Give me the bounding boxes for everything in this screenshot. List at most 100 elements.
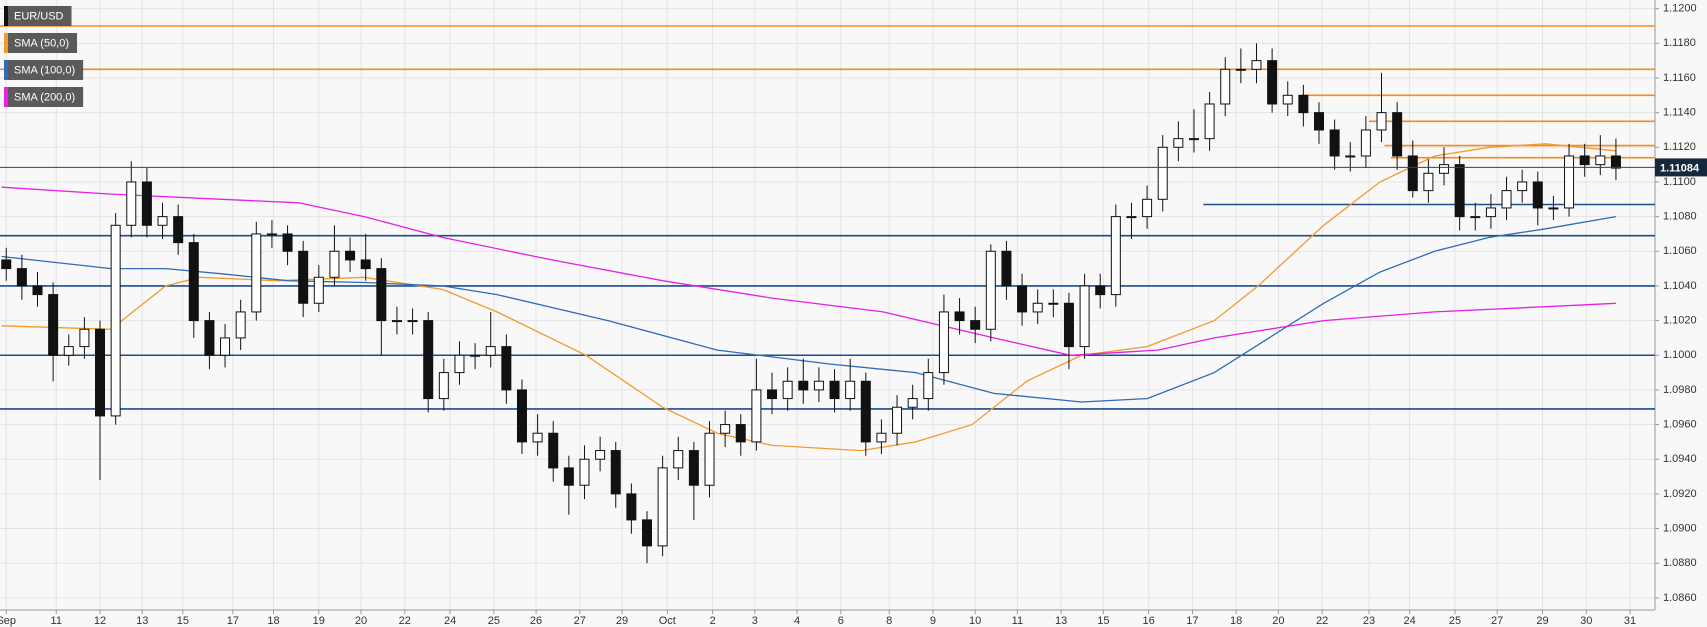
x-tick-label: 25 <box>1449 615 1461 627</box>
candle-body <box>1329 129 1340 157</box>
candle-body <box>1360 129 1371 157</box>
candle-body <box>345 250 356 261</box>
candle-body <box>688 450 699 486</box>
candle-body <box>751 389 762 443</box>
candle-body <box>907 398 918 408</box>
candle-body <box>610 450 621 495</box>
legend-box <box>4 87 84 107</box>
x-tick-label: 20 <box>355 615 367 627</box>
candle-body <box>1017 285 1028 313</box>
legend-label: SMA (200,0) <box>14 91 75 103</box>
candle-body <box>188 242 199 322</box>
y-tick-label: 1.1180 <box>1663 37 1696 49</box>
x-tick-label: 2 <box>710 615 716 627</box>
legend-label: SMA (100,0) <box>14 64 75 76</box>
candle-body <box>1063 302 1074 348</box>
candle-body <box>48 294 59 356</box>
candle-body <box>892 406 903 434</box>
x-tick-label: 12 <box>94 615 106 627</box>
candle-body <box>595 450 606 460</box>
candle-body <box>1001 250 1012 287</box>
candle-body <box>110 224 121 417</box>
candle-body <box>1470 216 1481 219</box>
last-price-box <box>1655 158 1707 177</box>
sma-line <box>1 143 1616 452</box>
candle-body <box>1032 302 1043 313</box>
x-tick-label: 17 <box>227 615 239 627</box>
candle-body <box>985 250 996 330</box>
candle-body <box>1142 198 1153 218</box>
candle-body <box>454 354 465 374</box>
x-tick-label: 18 <box>1230 615 1242 627</box>
candle-body <box>173 216 184 244</box>
candle-body <box>548 432 559 469</box>
candle-body <box>360 259 371 270</box>
y-tick-label: 1.1100 <box>1663 176 1696 188</box>
x-tick-label: 31 <box>1624 615 1636 627</box>
x-tick-label: 11 <box>1012 615 1023 627</box>
candle-body <box>376 268 387 322</box>
x-tick-label: 10 <box>969 615 981 627</box>
candle-body <box>1313 112 1324 131</box>
candle-body <box>1204 103 1215 140</box>
candle-body <box>1454 164 1465 218</box>
candle-body <box>1485 207 1496 218</box>
candle-body <box>1188 138 1199 141</box>
y-tick-label: 1.1040 <box>1663 280 1697 292</box>
x-tick-label: 11 <box>51 615 62 627</box>
candle-body <box>735 424 746 443</box>
legend-item: SMA (50,0) <box>4 33 78 53</box>
x-tick-label: 6 <box>838 615 844 627</box>
candle-body <box>63 346 74 356</box>
candle-body <box>1110 216 1121 296</box>
candle-body <box>626 493 637 521</box>
x-tick-label: 20 <box>1272 615 1284 627</box>
candle-body <box>1548 207 1559 210</box>
y-tick-label: 1.1140 <box>1663 107 1696 119</box>
legend-label: SMA (50,0) <box>14 37 69 49</box>
candle-body <box>860 380 871 443</box>
candle-body <box>673 450 684 469</box>
legend-box <box>4 33 78 53</box>
legend-item: SMA (100,0) <box>4 60 84 80</box>
y-tick-label: 1.0960 <box>1663 418 1697 430</box>
candle-body <box>1126 216 1137 219</box>
legend-label: EUR/USD <box>14 10 64 22</box>
candle-body <box>32 285 43 296</box>
candle-body <box>876 432 887 443</box>
candle-body <box>220 337 231 356</box>
candle-body <box>938 311 949 374</box>
legend-swatch <box>4 87 8 107</box>
candle-body <box>1532 181 1543 209</box>
candle-body <box>501 346 512 391</box>
x-tick-label: 29 <box>616 615 628 627</box>
candle-body <box>470 354 481 357</box>
candle-body <box>235 311 246 339</box>
candle-body <box>485 346 496 356</box>
legend-item: SMA (200,0) <box>4 87 84 107</box>
x-tick-label: 15 <box>1097 615 1109 627</box>
candle-body <box>1423 172 1434 192</box>
x-tick-label: 30 <box>1580 615 1592 627</box>
candle-body <box>1095 285 1106 296</box>
candle-body <box>829 380 840 400</box>
candle-body <box>126 181 137 226</box>
candle-body <box>282 233 293 252</box>
candle-body <box>970 320 981 330</box>
x-tick-label: 13 <box>136 615 148 627</box>
x-tick-label: 25 <box>488 615 500 627</box>
y-tick-label: 1.0900 <box>1663 522 1697 534</box>
x-tick-label: 27 <box>574 615 586 627</box>
x-tick-label: 23 <box>1363 615 1375 627</box>
candle-body <box>657 467 668 547</box>
x-tick-label: 9 <box>930 615 936 627</box>
candle-body <box>95 328 106 417</box>
legend-swatch <box>4 6 8 26</box>
candle-body <box>767 389 778 400</box>
candle-body <box>720 424 731 434</box>
candle-body <box>798 380 809 391</box>
candle-body <box>141 181 152 226</box>
legend-item: EUR/USD <box>4 6 72 26</box>
x-tick-label: 15 <box>177 615 189 627</box>
